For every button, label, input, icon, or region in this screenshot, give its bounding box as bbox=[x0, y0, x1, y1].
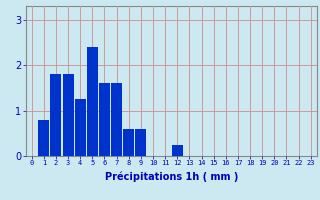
Bar bbox=[38, 120, 49, 156]
Bar bbox=[172, 145, 183, 156]
Bar bbox=[111, 83, 122, 156]
Bar bbox=[135, 129, 146, 156]
Bar bbox=[63, 74, 74, 156]
Bar bbox=[75, 99, 86, 156]
Bar bbox=[123, 129, 134, 156]
X-axis label: Précipitations 1h ( mm ): Précipitations 1h ( mm ) bbox=[105, 172, 238, 182]
Bar bbox=[51, 74, 61, 156]
Bar bbox=[99, 83, 110, 156]
Bar bbox=[87, 47, 98, 156]
